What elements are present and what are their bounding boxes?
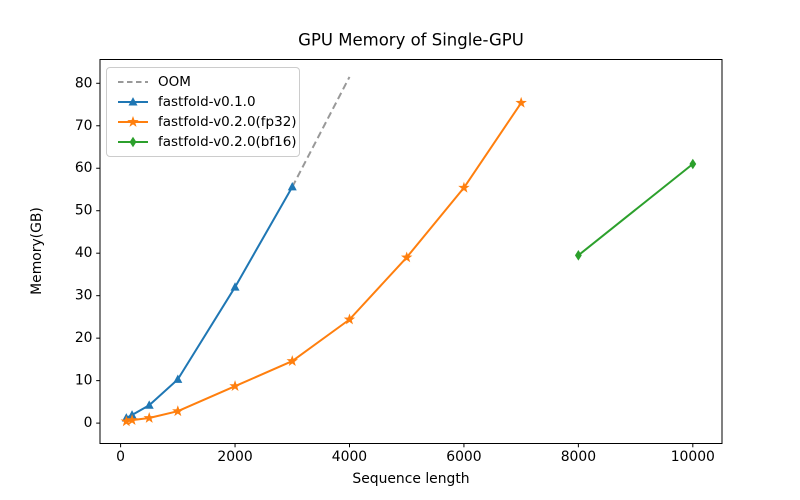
x-ticks: 0 2000 4000 6000 8000 10000 bbox=[116, 443, 715, 465]
star-marker bbox=[126, 414, 138, 425]
star-marker bbox=[172, 405, 184, 417]
legend-item-oom: OOM bbox=[116, 72, 293, 92]
y-tick-label: 20 bbox=[75, 330, 93, 346]
series-markers-fastfold-v0-1-0 bbox=[121, 182, 297, 422]
legend-label-fastfold-v0-1-0: fastfold-v0.1.0 bbox=[158, 94, 256, 110]
star-marker bbox=[286, 355, 298, 366]
triangle-marker bbox=[230, 282, 240, 291]
y-ticks: 0 10 20 30 40 50 60 70 80 bbox=[75, 75, 100, 431]
y-tick-label: 50 bbox=[75, 203, 93, 219]
diamond-marker-sample-icon bbox=[118, 136, 148, 148]
x-tick-label: 0 bbox=[116, 449, 125, 465]
x-tick-label: 2000 bbox=[217, 449, 252, 465]
x-axis-label: Sequence length bbox=[352, 471, 469, 487]
triangle-marker bbox=[144, 400, 154, 409]
series-markers-fastfold-v0-2-0-bf16- bbox=[574, 158, 697, 261]
x-tick-label: 8000 bbox=[561, 449, 596, 465]
triangle-marker bbox=[128, 97, 138, 106]
series-layer bbox=[120, 76, 697, 427]
triangle-marker bbox=[173, 374, 183, 383]
x-tick-label: 4000 bbox=[332, 449, 367, 465]
triangle-marker bbox=[287, 182, 297, 191]
axes-layer: 0 2000 4000 6000 8000 10000 0 10 20 30 40 50 60 70 80 bbox=[75, 59, 723, 465]
star-marker-sample-icon bbox=[118, 116, 148, 127]
x-tick-label: 6000 bbox=[446, 449, 481, 465]
oom-dashed-line-sample-icon bbox=[118, 81, 148, 83]
legend-item-fastfold-v0-2-0-fp32: fastfold-v0.2.0(fp32) bbox=[116, 112, 297, 132]
y-tick-label: 40 bbox=[75, 245, 93, 261]
y-tick-label: 30 bbox=[75, 288, 93, 304]
x-tick-label: 10000 bbox=[671, 449, 715, 465]
series-line-oom bbox=[291, 76, 351, 188]
star-marker bbox=[515, 96, 527, 108]
chart-title: GPU Memory of Single-GPU bbox=[298, 31, 524, 50]
legend-item-fastfold-v0-2-0-bf16: fastfold-v0.2.0(bf16) bbox=[116, 132, 297, 152]
y-axis-label: Memory(GB) bbox=[29, 207, 45, 295]
diamond-marker bbox=[689, 158, 697, 170]
legend: OOM fastfold-v0.1.0 fastfold-v0.2.0(fp32… bbox=[106, 67, 300, 157]
triangle-marker-sample-icon bbox=[118, 97, 148, 106]
star-marker bbox=[343, 313, 356, 325]
y-tick-label: 0 bbox=[84, 415, 93, 431]
legend-label-fastfold-v0-2-0-fp32: fastfold-v0.2.0(fp32) bbox=[158, 114, 297, 130]
axes-spines bbox=[99, 59, 723, 444]
diamond-marker bbox=[574, 250, 582, 261]
star-marker bbox=[401, 251, 413, 263]
legend-item-fastfold-v0-1-0: fastfold-v0.1.0 bbox=[116, 92, 293, 112]
diamond-marker bbox=[129, 136, 137, 148]
star-marker bbox=[120, 415, 133, 427]
star-marker bbox=[143, 412, 155, 423]
legend-label-fastfold-v0-2-0-bf16: fastfold-v0.2.0(bf16) bbox=[158, 134, 297, 150]
star-marker bbox=[458, 181, 470, 193]
y-tick-label: 60 bbox=[75, 160, 93, 176]
series-line-fastfold-v0-1-0 bbox=[125, 186, 294, 419]
series-line-fastfold-v0-2-0-bf16- bbox=[577, 163, 694, 257]
series-markers-fastfold-v0-2-0-fp32- bbox=[120, 96, 527, 427]
legend-label-oom: OOM bbox=[158, 74, 191, 90]
y-tick-label: 70 bbox=[75, 118, 93, 134]
series-line-fastfold-v0-2-0-fp32- bbox=[126, 102, 523, 423]
star-marker bbox=[127, 116, 139, 127]
y-tick-label: 10 bbox=[75, 373, 93, 389]
star-marker bbox=[229, 380, 241, 392]
y-tick-label: 80 bbox=[75, 75, 93, 91]
